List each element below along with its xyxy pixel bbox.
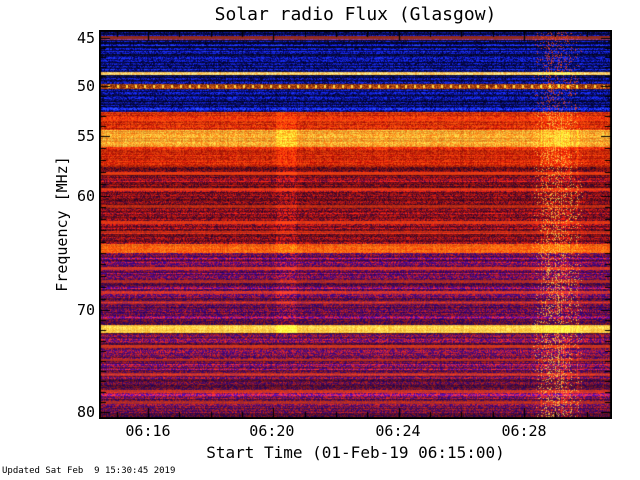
y-tick-labels: 45 50 55 60 70 80 bbox=[0, 29, 97, 421]
x-tick-label: 06:20 bbox=[249, 422, 295, 440]
y-tick-label: 70 bbox=[76, 301, 95, 319]
spectrogram-canvas bbox=[99, 30, 612, 419]
x-tick-label: 06:16 bbox=[125, 422, 171, 440]
updated-timestamp: Updated Sat Feb 9 15:30:45 2019 bbox=[2, 466, 176, 476]
x-tick-label: 06:24 bbox=[375, 422, 421, 440]
x-axis-label: Start Time (01-Feb-19 06:15:00) bbox=[206, 443, 505, 462]
y-tick-label: 80 bbox=[76, 402, 95, 421]
x-tick-labels: 06:16 06:20 06:24 06:28 bbox=[99, 422, 612, 442]
y-tick-label: 55 bbox=[76, 127, 95, 145]
y-tick-label: 50 bbox=[76, 77, 95, 96]
y-tick-label: 45 bbox=[76, 29, 95, 48]
x-tick-label: 06:28 bbox=[501, 422, 547, 440]
y-tick-label: 60 bbox=[76, 186, 95, 205]
chart-title: Solar radio Flux (Glasgow) bbox=[214, 4, 497, 25]
